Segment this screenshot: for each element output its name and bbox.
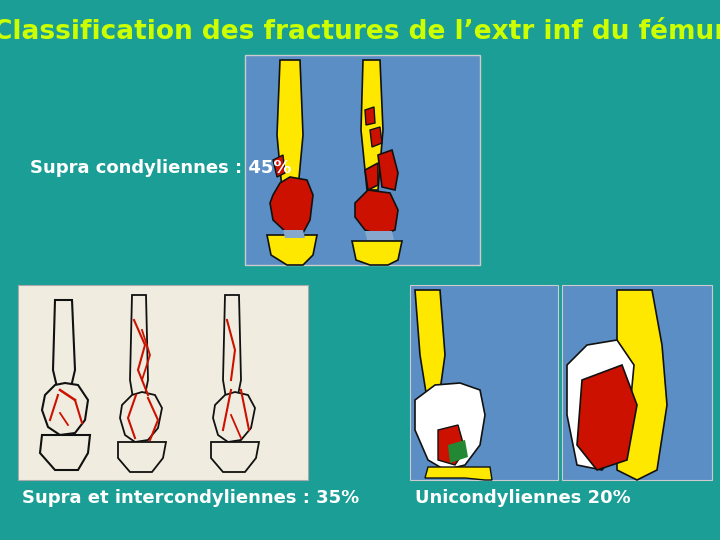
- Polygon shape: [438, 425, 465, 465]
- Text: Supra et intercondyliennes : 35%: Supra et intercondyliennes : 35%: [22, 489, 359, 507]
- Polygon shape: [53, 300, 75, 400]
- Polygon shape: [273, 155, 285, 177]
- Polygon shape: [120, 392, 162, 442]
- Polygon shape: [415, 290, 445, 405]
- Polygon shape: [425, 467, 492, 480]
- Polygon shape: [617, 290, 667, 480]
- Polygon shape: [365, 107, 375, 125]
- Polygon shape: [277, 60, 303, 200]
- Polygon shape: [213, 392, 255, 442]
- Polygon shape: [223, 295, 241, 410]
- Polygon shape: [415, 383, 485, 470]
- Polygon shape: [283, 230, 305, 238]
- Bar: [562, 285, 712, 480]
- Polygon shape: [361, 60, 383, 190]
- Text: Classification des fractures de l’extr inf du fémur: Classification des fractures de l’extr i…: [0, 19, 720, 45]
- Polygon shape: [577, 365, 637, 470]
- Polygon shape: [370, 127, 382, 147]
- Polygon shape: [42, 383, 88, 435]
- Polygon shape: [567, 340, 634, 470]
- Text: Supra condyliennes : 45%: Supra condyliennes : 45%: [30, 159, 292, 177]
- Polygon shape: [118, 442, 166, 472]
- Polygon shape: [352, 241, 402, 265]
- Polygon shape: [448, 440, 468, 463]
- Polygon shape: [267, 235, 317, 265]
- Polygon shape: [365, 163, 378, 190]
- Bar: [410, 285, 558, 480]
- Polygon shape: [130, 295, 148, 410]
- Bar: [245, 55, 480, 265]
- Polygon shape: [211, 442, 259, 472]
- Polygon shape: [355, 190, 398, 235]
- Polygon shape: [378, 150, 398, 190]
- Polygon shape: [270, 177, 313, 233]
- Text: Unicondyliennes 20%: Unicondyliennes 20%: [415, 489, 631, 507]
- Bar: [18, 285, 308, 480]
- Polygon shape: [365, 231, 394, 240]
- Polygon shape: [40, 435, 90, 470]
